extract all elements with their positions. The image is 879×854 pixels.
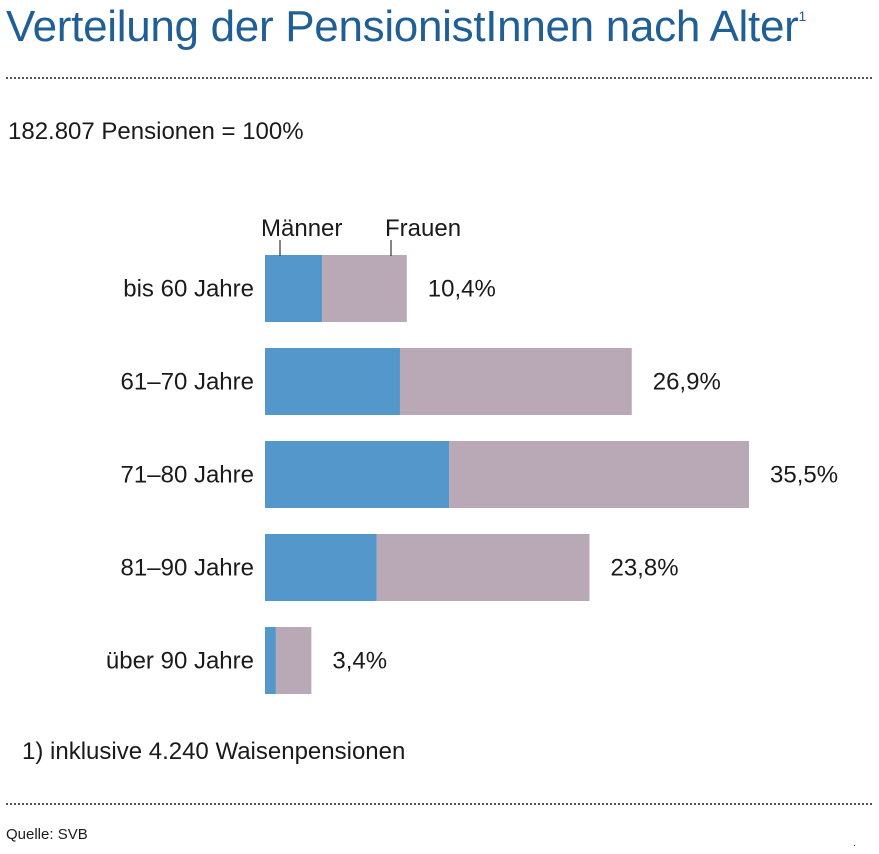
category-label-3: 81–90 Jahre <box>121 555 254 582</box>
bar-maenner-2 <box>265 441 450 508</box>
total-label-3: 23,8% <box>610 555 678 582</box>
bottom-divider <box>6 803 872 805</box>
bar-frauen-2 <box>449 441 749 508</box>
bar-frauen-1 <box>399 348 632 415</box>
bar-maenner-4 <box>265 627 276 694</box>
bar-frauen-3 <box>376 534 590 601</box>
total-label-1: 26,9% <box>653 369 721 396</box>
total-label-2: 35,5% <box>770 462 838 489</box>
bar-maenner-0 <box>265 255 323 322</box>
category-label-4: über 90 Jahre <box>106 648 254 675</box>
bar-frauen-0 <box>322 255 407 322</box>
bar-maenner-1 <box>265 348 400 415</box>
source-label: Quelle: SVB <box>6 826 88 843</box>
total-pensions-label: 182.807 Pensionen = 100% <box>8 118 304 145</box>
chart-title: Verteilung der PensionistInnen nach Alte… <box>6 2 806 51</box>
bar-maenner-3 <box>265 534 377 601</box>
footnote: 1) inklusive 4.240 Waisenpensionen <box>22 738 406 765</box>
bar-frauen-4 <box>275 627 312 694</box>
legend-maenner: Männer <box>261 215 342 242</box>
corner-mark: . <box>853 838 856 849</box>
total-label-0: 10,4% <box>428 276 496 303</box>
top-divider <box>6 77 872 79</box>
legend-frauen: Frauen <box>385 215 461 242</box>
total-label-4: 3,4% <box>332 648 387 675</box>
category-label-2: 71–80 Jahre <box>121 462 254 489</box>
category-label-0: bis 60 Jahre <box>123 276 254 303</box>
title-footnote-marker: 1 <box>798 8 806 24</box>
category-label-1: 61–70 Jahre <box>121 369 254 396</box>
